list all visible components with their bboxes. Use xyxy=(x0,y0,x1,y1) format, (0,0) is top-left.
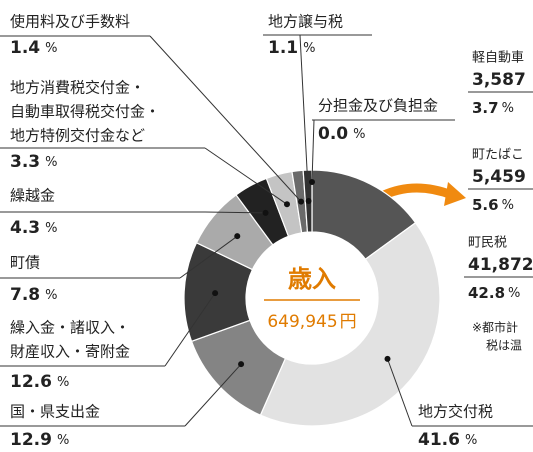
category-label: 地方交付税 xyxy=(418,403,493,421)
leader-dot xyxy=(298,198,305,205)
value-label: 0.0% xyxy=(318,124,365,144)
share-number: 42.8 xyxy=(468,284,505,302)
category-label: 地方特例交付金など xyxy=(10,127,145,145)
breakdown-name: 町たばこ xyxy=(472,148,524,163)
center-total: 649,945 円 xyxy=(267,312,356,332)
value-number: 12.6 xyxy=(10,372,52,392)
center-title: 歳入 xyxy=(288,265,336,293)
center-circle xyxy=(249,235,375,361)
share-number: 5.6 xyxy=(472,196,499,214)
value-number: 12.9 xyxy=(10,430,52,450)
total-value: 649,945 xyxy=(267,312,337,332)
category-label: 地方譲与税 xyxy=(268,13,343,31)
leader-dot xyxy=(283,201,290,208)
value-unit: % xyxy=(57,433,69,448)
note: ※都市計 xyxy=(472,320,518,335)
value-label: 41.6% xyxy=(418,430,477,450)
breakdown-name: 町民税 xyxy=(468,236,507,251)
breakdown-share: 5.6% xyxy=(472,196,514,214)
leader-dot xyxy=(262,209,269,216)
value-label: 7.8% xyxy=(10,285,57,305)
breakdown-amount: 41,872 xyxy=(468,255,533,275)
breakdown-name: 軽自動車 xyxy=(472,51,524,66)
value-number: 4.3 xyxy=(10,218,40,238)
category-label: 繰越金 xyxy=(10,187,55,205)
category-label: 使用料及び手数料 xyxy=(10,13,130,31)
breakdown-share: 3.7% xyxy=(472,99,514,117)
value-unit: % xyxy=(303,41,315,56)
value-label: 1.4% xyxy=(10,38,57,58)
value-label: 4.3% xyxy=(10,218,57,238)
value-number: 1.4 xyxy=(10,38,40,58)
category-label: 地方消費税交付金・ xyxy=(10,79,145,97)
value-number: 0.0 xyxy=(318,124,348,144)
value-label: 12.6% xyxy=(10,372,69,392)
leader-line xyxy=(299,34,310,202)
leader-line xyxy=(204,211,266,214)
value-label: 1.1% xyxy=(268,38,315,58)
leader-line xyxy=(204,147,288,205)
leader-line xyxy=(311,119,315,183)
share-unit: % xyxy=(502,198,514,213)
breakdown-amount: 3,587 xyxy=(472,70,526,90)
value-unit: % xyxy=(57,375,69,390)
arrow-head xyxy=(444,182,466,206)
value-label: 12.9% xyxy=(10,430,69,450)
value-unit: % xyxy=(45,155,57,170)
value-unit: % xyxy=(45,288,57,303)
pie-slice xyxy=(259,221,441,427)
category-label: 国・県支出金 xyxy=(10,403,100,421)
leader-dot xyxy=(212,290,219,297)
breakdown-share: 42.8% xyxy=(468,284,520,302)
value-unit: % xyxy=(45,221,57,236)
leader-dot xyxy=(309,179,315,185)
category-label: 町債 xyxy=(10,254,40,272)
share-unit: % xyxy=(502,101,514,116)
category-label: 自動車取得税交付金・ xyxy=(10,103,160,121)
value-number: 3.3 xyxy=(10,152,40,172)
note: 税は温 xyxy=(486,339,522,353)
category-label: 財産収入・寄附金 xyxy=(10,343,130,361)
share-unit: % xyxy=(508,286,520,301)
value-number: 1.1 xyxy=(268,38,298,58)
value-unit: % xyxy=(353,127,365,142)
leader-line xyxy=(149,35,302,202)
leader-line xyxy=(184,363,242,427)
leader-line xyxy=(387,358,413,427)
leader-dot xyxy=(305,198,312,205)
category-label: 繰入金・諸収入・ xyxy=(10,319,130,337)
value-label: 3.3% xyxy=(10,152,57,172)
category-label: 分担金及び負担金 xyxy=(318,97,438,115)
leader-dot xyxy=(238,361,245,368)
leader-line xyxy=(164,292,216,367)
share-number: 3.7 xyxy=(472,99,499,117)
value-number: 7.8 xyxy=(10,285,40,305)
leader-line xyxy=(179,235,238,279)
value-unit: % xyxy=(465,433,477,448)
value-unit: % xyxy=(45,41,57,56)
total-unit: 円 xyxy=(340,312,357,332)
value-number: 41.6 xyxy=(418,430,460,450)
breakdown-amount: 5,459 xyxy=(472,167,526,187)
leader-dot xyxy=(234,233,241,240)
leader-dot xyxy=(384,355,391,362)
